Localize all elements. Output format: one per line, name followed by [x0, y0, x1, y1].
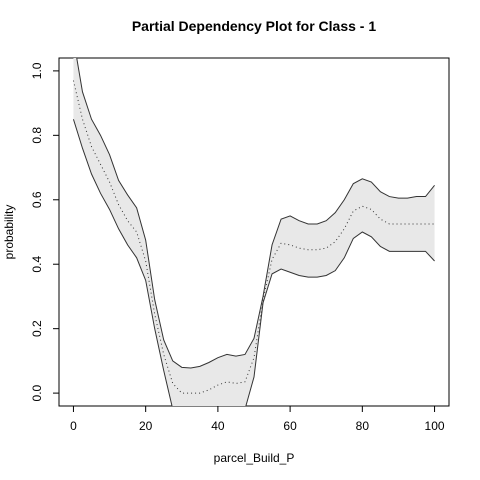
x-tick-label: 0 — [70, 419, 77, 433]
y-tick-label: 0.8 — [30, 127, 44, 144]
mean-line — [72, 80, 435, 394]
y-tick-label: 0.0 — [30, 384, 44, 401]
plot-box — [58, 57, 450, 407]
x-tick-label: 40 — [211, 419, 225, 433]
x-tick-label: 60 — [283, 419, 297, 433]
chart-title: Partial Dependency Plot for Class - 1 — [132, 18, 377, 34]
y-tick-label: 0.6 — [30, 191, 44, 208]
x-axis-label: parcel_Build_P — [214, 451, 295, 465]
y-axis-label: probability — [2, 205, 16, 260]
plot-area — [72, 58, 435, 406]
y-tick-label: 0.2 — [30, 320, 44, 337]
x-tick-label: 80 — [356, 419, 370, 433]
x-tick-label: 20 — [139, 419, 153, 433]
y-tick-label: 1.0 — [30, 62, 44, 79]
confidence-band — [73, 58, 435, 406]
lower-line — [72, 119, 435, 406]
x-tick-label: 100 — [425, 419, 445, 433]
upper-line — [76, 58, 435, 369]
y-tick-label: 0.4 — [30, 256, 44, 273]
